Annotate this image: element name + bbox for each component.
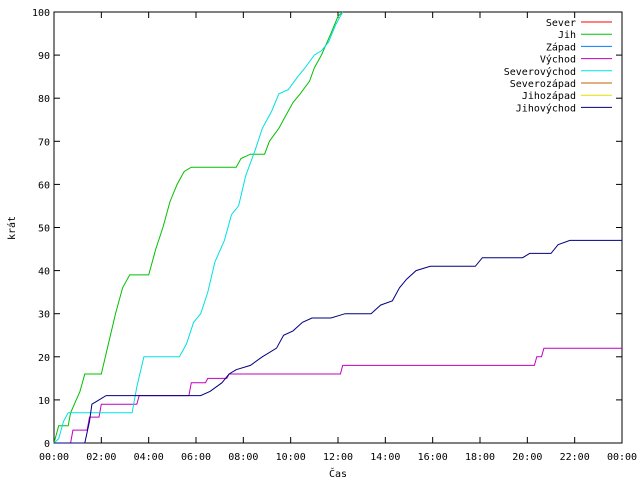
y-tick-label: 40 (38, 267, 50, 278)
y-tick-label: 20 (38, 353, 50, 364)
y-tick-label: 80 (38, 94, 50, 105)
x-tick-label: 16:00 (418, 452, 448, 463)
x-tick-label: 14:00 (370, 452, 400, 463)
series-line-4 (53, 11, 344, 444)
legend-label: Severozápad (510, 78, 576, 90)
y-axis: 0 10 20 30 40 50 60 70 80 90 100 (32, 8, 622, 450)
x-tick-label: 00:00 (39, 452, 69, 463)
y-tick-label: 50 (38, 224, 50, 235)
legend: SeverJihZápadVýchodSeverovýchodSeverozáp… (504, 18, 612, 114)
y-tick-label: 70 (38, 137, 50, 148)
legend-label: Severovýchod (504, 66, 576, 78)
legend-label: Východ (540, 54, 576, 66)
y-tick-label: 60 (38, 180, 50, 191)
x-tick-label: 22:00 (560, 452, 590, 463)
y-tick-label: 90 (38, 51, 50, 62)
legend-label: Jih (558, 30, 576, 41)
y-tick-label: 100 (32, 8, 50, 19)
legend-label: Sever (546, 18, 576, 29)
series-line-7 (54, 239, 622, 444)
legend-label: Jihovýchod (516, 102, 576, 114)
x-tick-label: 00:00 (607, 452, 637, 463)
y-tick-label: 10 (38, 396, 50, 407)
x-axis-label: Čas (329, 467, 347, 480)
legend-label: Západ (546, 41, 576, 53)
x-tick-label: 06:00 (181, 452, 211, 463)
x-tick-label: 18:00 (465, 452, 495, 463)
x-axis: 00:00 02:00 04:00 06:00 08:00 10:00 12:00 14:00… (39, 12, 637, 463)
y-axis-label: krát (6, 216, 18, 240)
x-tick-label: 20:00 (512, 452, 542, 463)
y-tick-label: 0 (44, 439, 50, 450)
x-tick-label: 10:00 (276, 452, 306, 463)
legend-label: Jihozápad (522, 90, 576, 102)
x-tick-label: 08:00 (228, 452, 258, 463)
x-tick-label: 02:00 (86, 452, 116, 463)
x-tick-label: 04:00 (134, 452, 164, 463)
series-lines (53, 11, 622, 444)
x-tick-label: 12:00 (323, 452, 353, 463)
series-line-3 (54, 347, 622, 444)
series-line-1 (53, 11, 344, 444)
y-tick-label: 30 (38, 310, 50, 321)
